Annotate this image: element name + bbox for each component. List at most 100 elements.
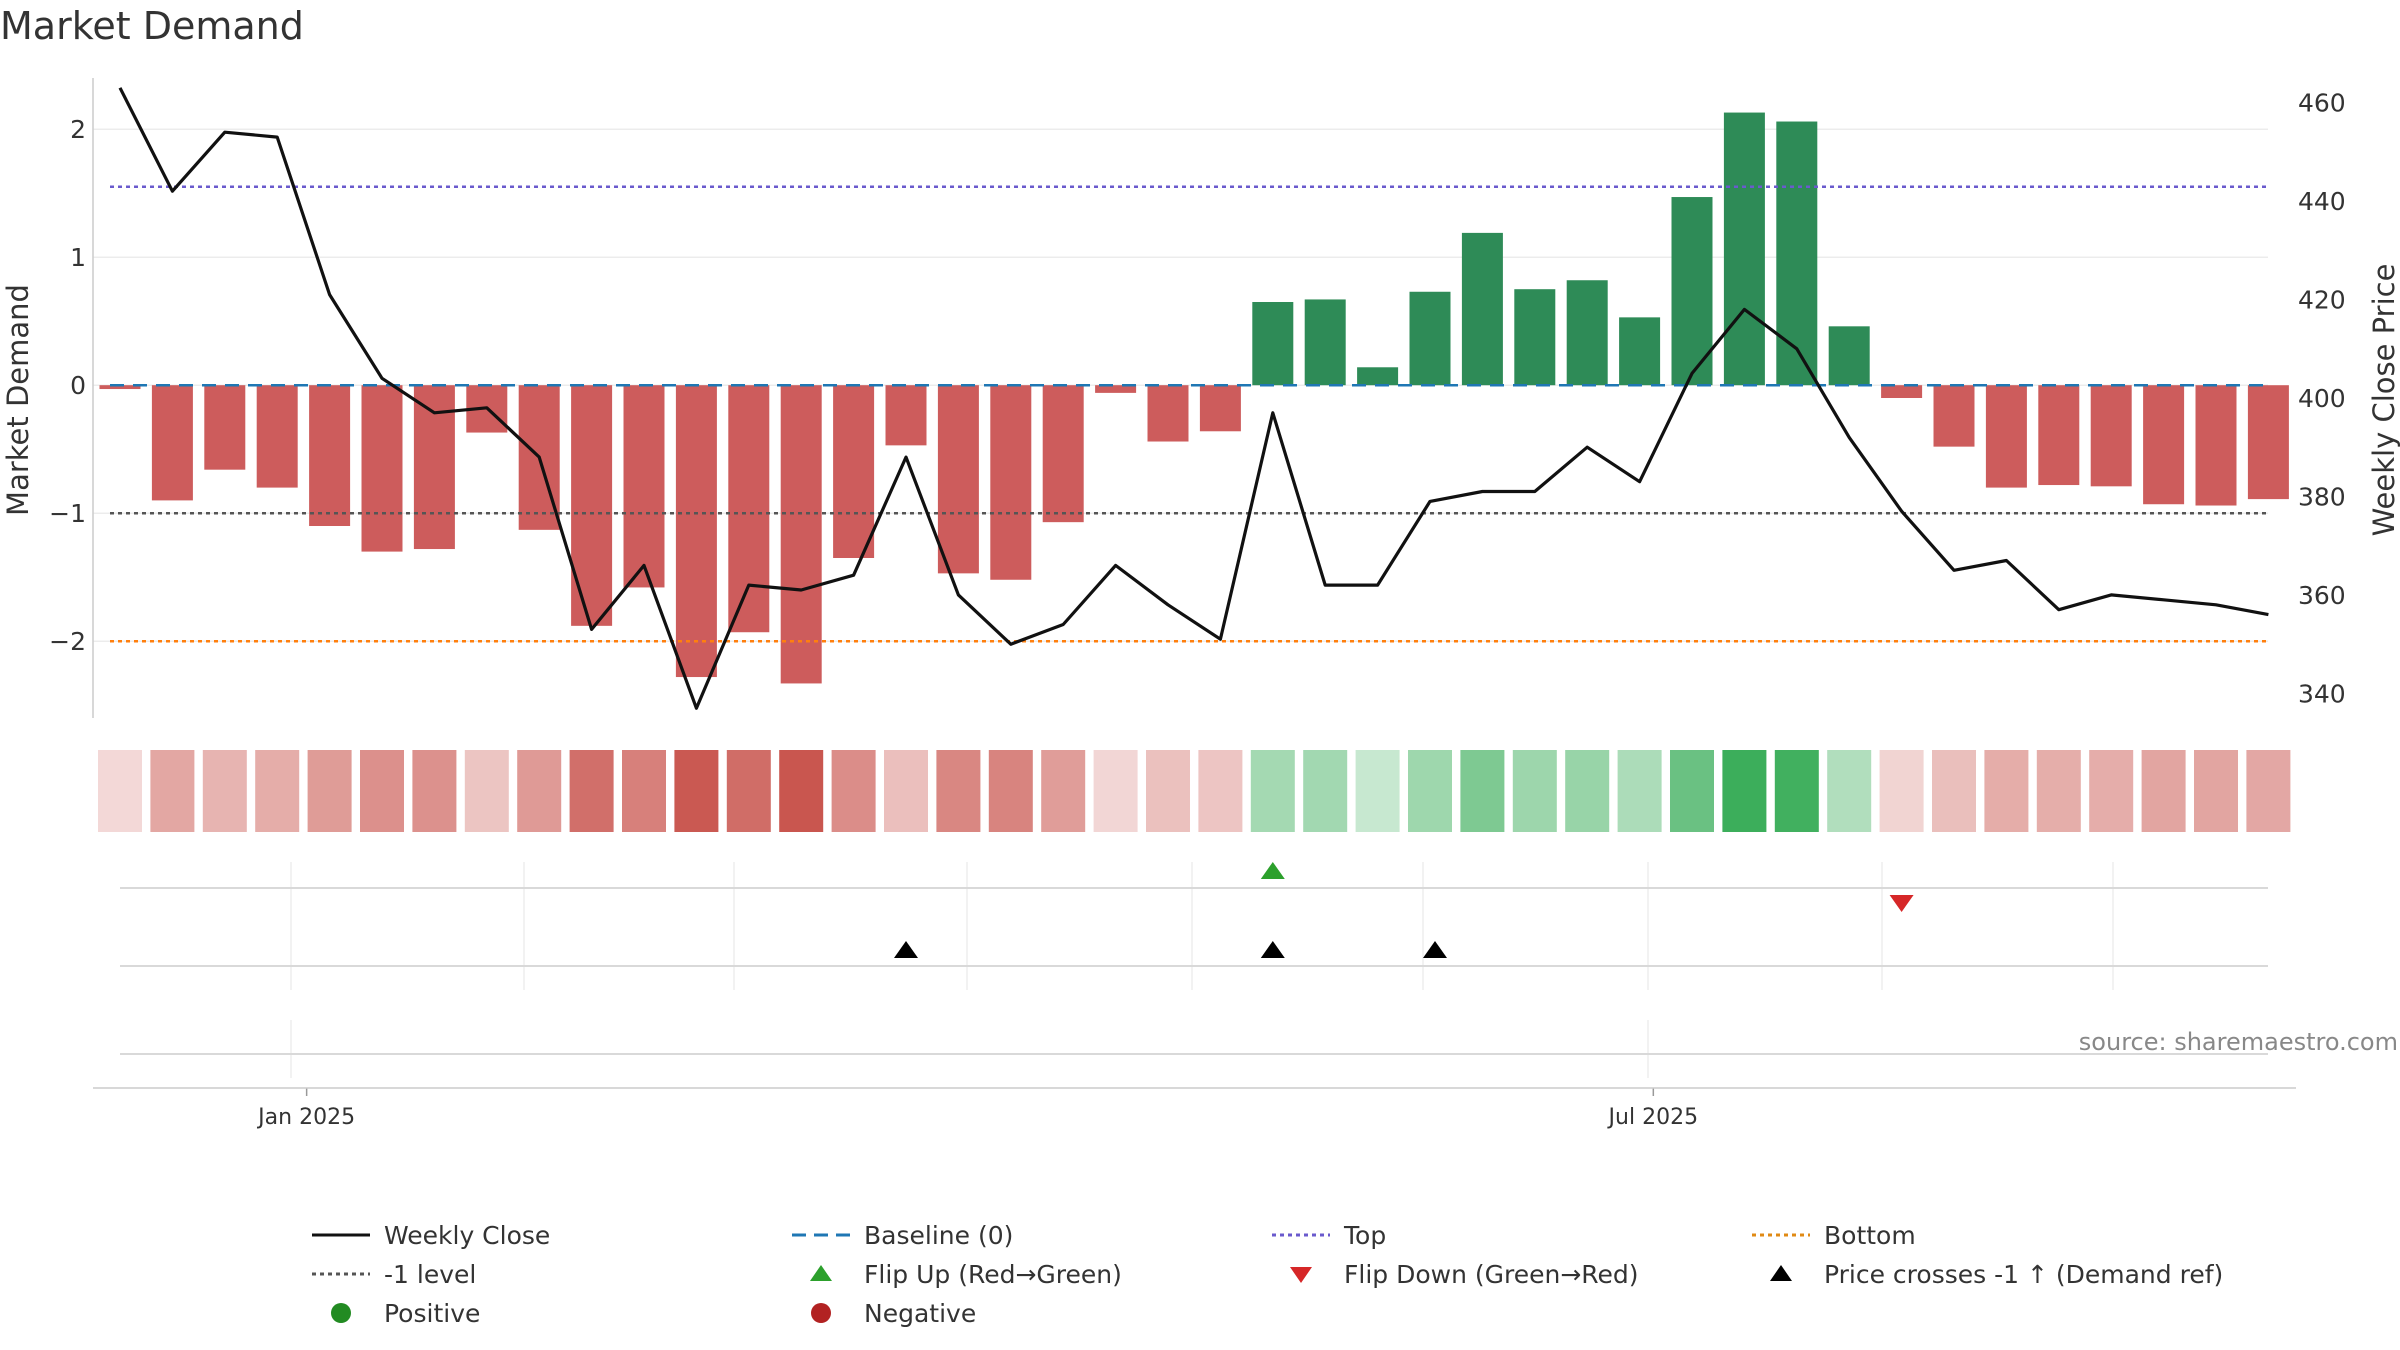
heat-cell xyxy=(98,750,142,832)
axes: 2 1 0 −1 −2 460 440 420 400 380 360 340 Market Deman… xyxy=(1,78,2400,1130)
demand-bar-negative xyxy=(675,385,717,678)
heat-cell xyxy=(1303,750,1348,832)
heat-cell xyxy=(1250,750,1295,832)
y-tick-label: −1 xyxy=(49,499,86,528)
demand-bar-positive xyxy=(1252,302,1294,386)
event-markers xyxy=(93,862,2296,1089)
heat-cell xyxy=(622,750,666,832)
demand-bar-positive xyxy=(1619,317,1661,386)
heat-cell xyxy=(202,750,247,832)
heat-cell xyxy=(884,750,928,832)
heat-cell xyxy=(1879,750,1924,832)
heat-cell xyxy=(2246,750,2291,832)
demand-bar-negative xyxy=(309,385,351,526)
demand-bar-positive xyxy=(1514,289,1556,386)
demand-bar-negative xyxy=(571,385,613,626)
heat-cell xyxy=(569,750,614,832)
y2-tick-label: 380 xyxy=(2298,482,2346,511)
heat-cell xyxy=(1670,750,1714,832)
y2-tick-label: 400 xyxy=(2298,384,2346,413)
heat-cell xyxy=(1827,750,1872,832)
demand-bar-negative xyxy=(623,385,665,588)
demand-bar-positive xyxy=(1828,326,1870,386)
heat-cell xyxy=(779,750,824,832)
demand-bar-negative xyxy=(885,385,927,446)
demand-bar-positive xyxy=(1304,299,1346,386)
demand-bar-positive xyxy=(1461,232,1503,386)
demand-bar-negative xyxy=(361,385,403,552)
y-tick-label: 2 xyxy=(70,115,86,144)
heat-cell xyxy=(2089,750,2134,832)
heat-cell xyxy=(726,750,771,832)
demand-bar-negative xyxy=(2195,385,2237,506)
demand-bar-negative xyxy=(1199,385,1241,432)
heat-cell xyxy=(307,750,352,832)
y-axis-label: Market Demand xyxy=(1,284,35,516)
demand-bar-negative xyxy=(728,385,770,633)
demand-bar-negative xyxy=(1042,385,1084,523)
heat-cell xyxy=(1565,750,1610,832)
flip-up-marker xyxy=(1260,862,1285,879)
heat-cell xyxy=(988,750,1033,832)
heat-cell xyxy=(1093,750,1138,832)
demand-bar-negative xyxy=(2247,385,2289,500)
heat-cell xyxy=(1722,750,1767,832)
y2-tick-label: 340 xyxy=(2298,679,2346,708)
heat-cell xyxy=(255,750,300,832)
heat-cell xyxy=(150,750,195,832)
demand-bar-negative xyxy=(1095,385,1137,393)
heat-cell xyxy=(1617,750,1662,832)
demand-bar-negative xyxy=(256,385,298,488)
heat-cell xyxy=(1774,750,1819,832)
chart-title: Market Demand xyxy=(0,4,304,48)
x-tick-label: Jan 2025 xyxy=(256,1105,355,1130)
heat-cell xyxy=(1198,750,1243,832)
weekly-close-line xyxy=(118,87,2269,710)
y-tick-label: −2 xyxy=(49,627,86,656)
demand-bar-negative xyxy=(413,385,455,550)
heat-cell xyxy=(517,750,562,832)
heat-cell xyxy=(360,750,404,832)
source-credit: source: sharemaestro.com xyxy=(2079,1028,2398,1056)
demand-bar-positive xyxy=(1409,291,1451,386)
heat-cell xyxy=(1355,750,1400,832)
x-tick-label: Jul 2025 xyxy=(1607,1105,1699,1130)
heat-cell xyxy=(1408,750,1452,832)
demand-bar-positive xyxy=(1357,367,1399,386)
demand-bar-negative xyxy=(2038,385,2080,486)
demand-bar-negative xyxy=(1881,385,1923,398)
heat-cell xyxy=(2036,750,2081,832)
demand-bar-negative xyxy=(2090,385,2132,487)
price-cross-marker xyxy=(1260,941,1285,958)
demand-bar-negative xyxy=(151,385,193,501)
demand-bar-positive xyxy=(1671,197,1713,386)
demand-bar-negative xyxy=(99,385,141,390)
demand-bar-negative xyxy=(990,385,1032,580)
demand-bars xyxy=(99,112,2289,684)
price-cross-marker xyxy=(894,941,918,958)
demand-bar-negative xyxy=(1933,385,1975,447)
demand-bar-negative xyxy=(937,385,979,574)
heat-cell xyxy=(412,750,457,832)
heat-cell xyxy=(2194,750,2238,832)
heat-cell xyxy=(1041,750,1086,832)
heat-cell xyxy=(674,750,719,832)
demand-bar-negative xyxy=(780,385,822,684)
heat-cell xyxy=(464,750,509,832)
flip-down-marker xyxy=(1889,895,1914,912)
demand-heat-strip xyxy=(98,750,2291,832)
demand-bar-positive xyxy=(1776,121,1818,386)
heat-cell xyxy=(831,750,876,832)
demand-bar-negative xyxy=(833,385,875,558)
heat-cell xyxy=(1984,750,2029,832)
price-cross-marker xyxy=(1423,941,1447,958)
y2-tick-label: 360 xyxy=(2298,581,2346,610)
demand-bar-negative xyxy=(1147,385,1189,442)
demand-bar-positive xyxy=(1566,280,1608,386)
demand-bar-negative xyxy=(204,385,246,470)
heat-cell xyxy=(1146,750,1190,832)
demand-bar-positive xyxy=(1723,112,1765,386)
y2-tick-label: 420 xyxy=(2298,286,2346,315)
weekly-close-line-layer xyxy=(110,87,2269,710)
